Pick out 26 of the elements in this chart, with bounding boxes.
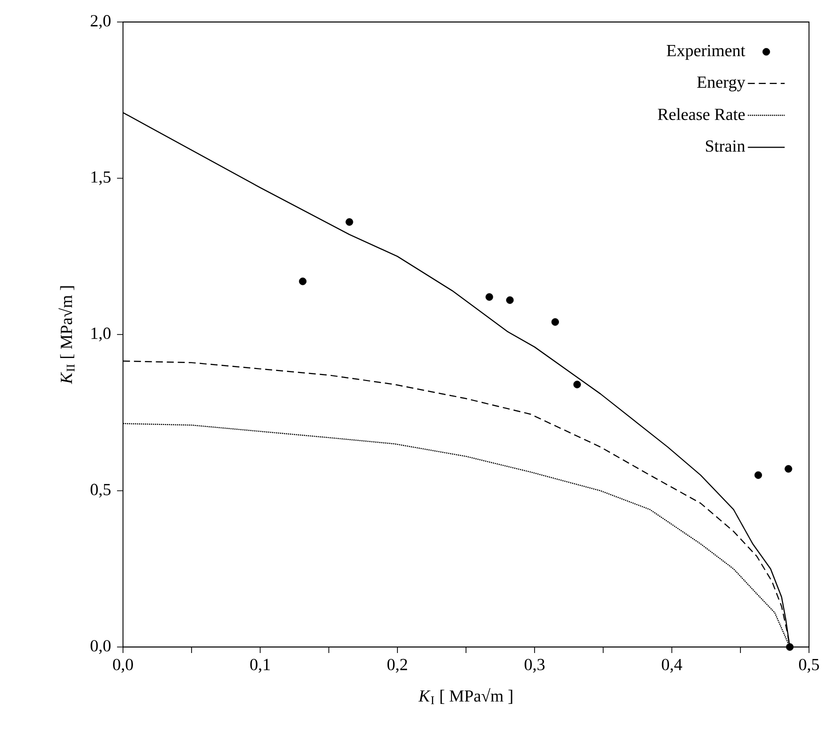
x-tick-label: 0,5 [799, 658, 819, 673]
x-axis-title: K$_{I}$ [ MPa√m ] [418, 688, 512, 704]
x-tick-label: 0,0 [113, 658, 133, 673]
legend-label: Experiment [666, 44, 746, 60]
legend-label: Energy [697, 76, 746, 92]
point [298, 278, 307, 286]
y-axis-title: K$_{II}$ [ MPa√m ] [58, 286, 75, 384]
point [506, 296, 514, 304]
point [754, 471, 762, 479]
point [786, 643, 794, 651]
point [784, 465, 792, 473]
point [486, 293, 494, 301]
point [551, 318, 559, 326]
x-tick-label: 0,4 [662, 658, 682, 673]
y-tick-label: 0,5 [90, 484, 111, 498]
legend-label: Strain [706, 140, 746, 152]
x-tick-label: 0,2 [387, 658, 408, 673]
y-tick-label: 0,0 [90, 640, 111, 654]
y-tick-label: 1,5 [91, 171, 111, 186]
y-tick-label: 1,0 [91, 328, 111, 342]
point [346, 218, 354, 226]
legend-label: Release Rate [658, 108, 745, 120]
point [573, 380, 581, 388]
x-tick-label: 0,1 [250, 658, 270, 673]
x-tick-label: 0,3 [524, 658, 545, 673]
y-tick-label: 2,0 [90, 15, 111, 29]
